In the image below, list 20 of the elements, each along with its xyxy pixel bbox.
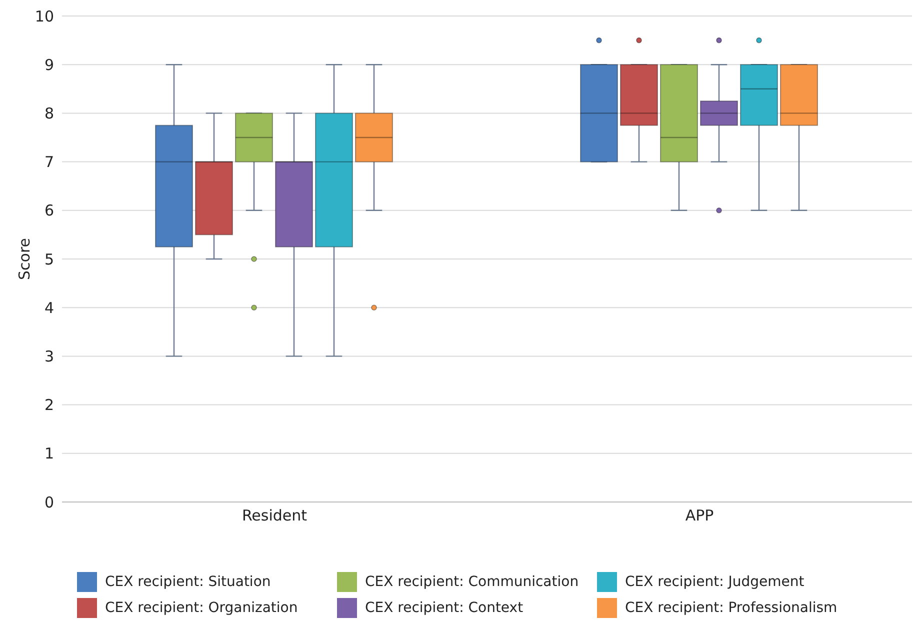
y-tick-label: 8 [44,104,54,123]
y-tick-label: 10 [34,7,54,26]
x-tick-label: APP [685,506,714,525]
y-axis-title: Score [15,238,34,280]
y-tick-label: 7 [44,153,54,172]
legend-label: CEX recipient: Situation [104,573,272,592]
y-tick-label: 1 [44,444,54,463]
y-tick-label: 4 [44,298,54,317]
legend-label: CEX recipient: Professionalism [624,599,838,618]
legend-label: CEX recipient: Judgement [624,573,806,592]
legend-label: CEX recipient: Organization [104,599,299,618]
legend-label: CEX recipient: Communication [364,573,580,592]
x-tick-label: Resident [242,506,308,525]
y-tick-label: 3 [44,348,54,366]
y-tick-label: 5 [44,250,54,268]
y-tick-label: 0 [44,493,54,512]
legend-label: CEX recipient: Context [364,599,524,618]
y-tick-label: 9 [44,56,54,74]
y-tick-label: 6 [44,202,54,220]
y-tick-label: 2 [44,396,54,414]
